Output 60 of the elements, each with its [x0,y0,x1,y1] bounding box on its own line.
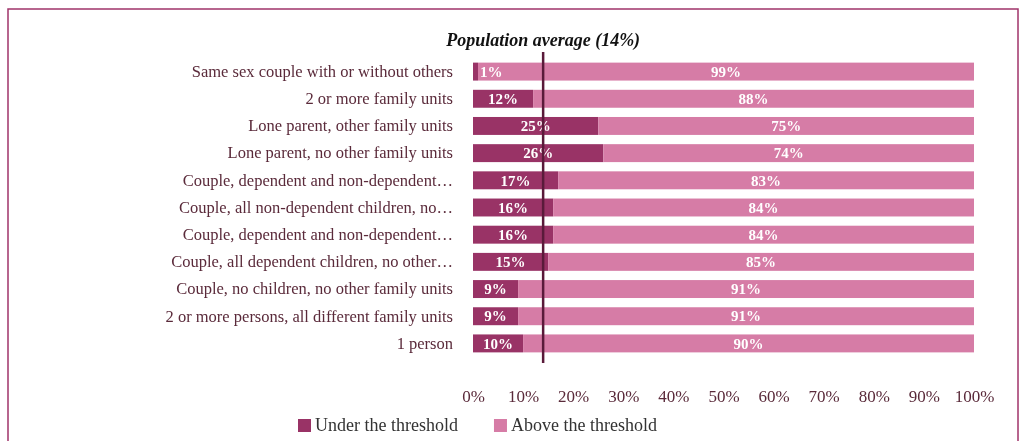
bar [598,116,974,135]
x-tick-label: 0% [462,387,485,407]
ref-line-label: Population average (14%) [445,30,641,51]
data-label: 84% [748,199,779,216]
x-tick-label: 100% [954,387,995,407]
bar [523,334,974,353]
x-tick-label: 70% [808,387,840,407]
x-tick-label: 40% [658,387,690,407]
data-label: 16% [498,226,529,243]
legend-label: Above the threshold [510,415,657,436]
data-label: 17% [500,172,531,189]
data-label: 9% [484,308,507,325]
data-label: 84% [748,226,779,243]
data-label: 10% [483,335,514,352]
x-tick-label: 30% [608,387,640,407]
bar [548,252,974,271]
data-label: 74% [773,145,804,162]
data-label: 9% [484,281,507,298]
data-label: 88% [738,91,769,108]
y-tick-label: 2 or more family units [305,89,453,109]
data-label: 91% [731,281,762,298]
bar [558,171,974,190]
data-label: 83% [751,172,782,189]
legend-label: Under the threshold [315,415,458,436]
x-tick-label: 80% [858,387,890,407]
data-label: 85% [746,254,777,271]
data-label: 91% [731,308,762,325]
y-tick-label: Couple, dependent and non-dependent… [182,224,453,244]
y-tick-label: Lone parent, no other family units [227,143,453,163]
y-tick-label: Couple, all dependent children, no other… [171,252,453,272]
data-label: 16% [498,199,529,216]
bar [533,89,974,108]
data-label: 90% [733,335,764,352]
x-tick-label: 90% [908,387,940,407]
data-label: 75% [771,118,802,135]
x-tick-label: 50% [708,387,740,407]
x-tick-label: 10% [508,387,540,407]
x-tick-label: 20% [558,387,590,407]
bar [603,144,974,163]
bar [473,144,604,163]
data-label: 15% [495,254,526,271]
y-tick-label: Couple, dependent and non-dependent… [182,170,453,190]
bar [473,62,479,81]
bar [473,116,599,135]
x-tick-label: 60% [758,387,790,407]
y-tick-label: Lone parent, other family units [248,116,453,136]
y-tick-label: 2 or more persons, all different family units [165,306,453,326]
y-tick-label: 1 person [396,333,453,353]
data-label: 25% [520,118,551,135]
bar [478,62,974,81]
data-label: 12% [488,91,519,108]
bar [553,198,974,217]
y-tick-label: Couple, no children, no other family units [176,279,453,299]
data-label: 1% [480,63,503,80]
bar [518,307,974,326]
y-tick-label: Couple, all non-dependent children, no… [178,197,453,217]
data-label: 99% [711,63,742,80]
y-tick-label: Same sex couple with or without others [191,61,453,81]
bar [553,225,974,244]
bar [518,280,974,299]
